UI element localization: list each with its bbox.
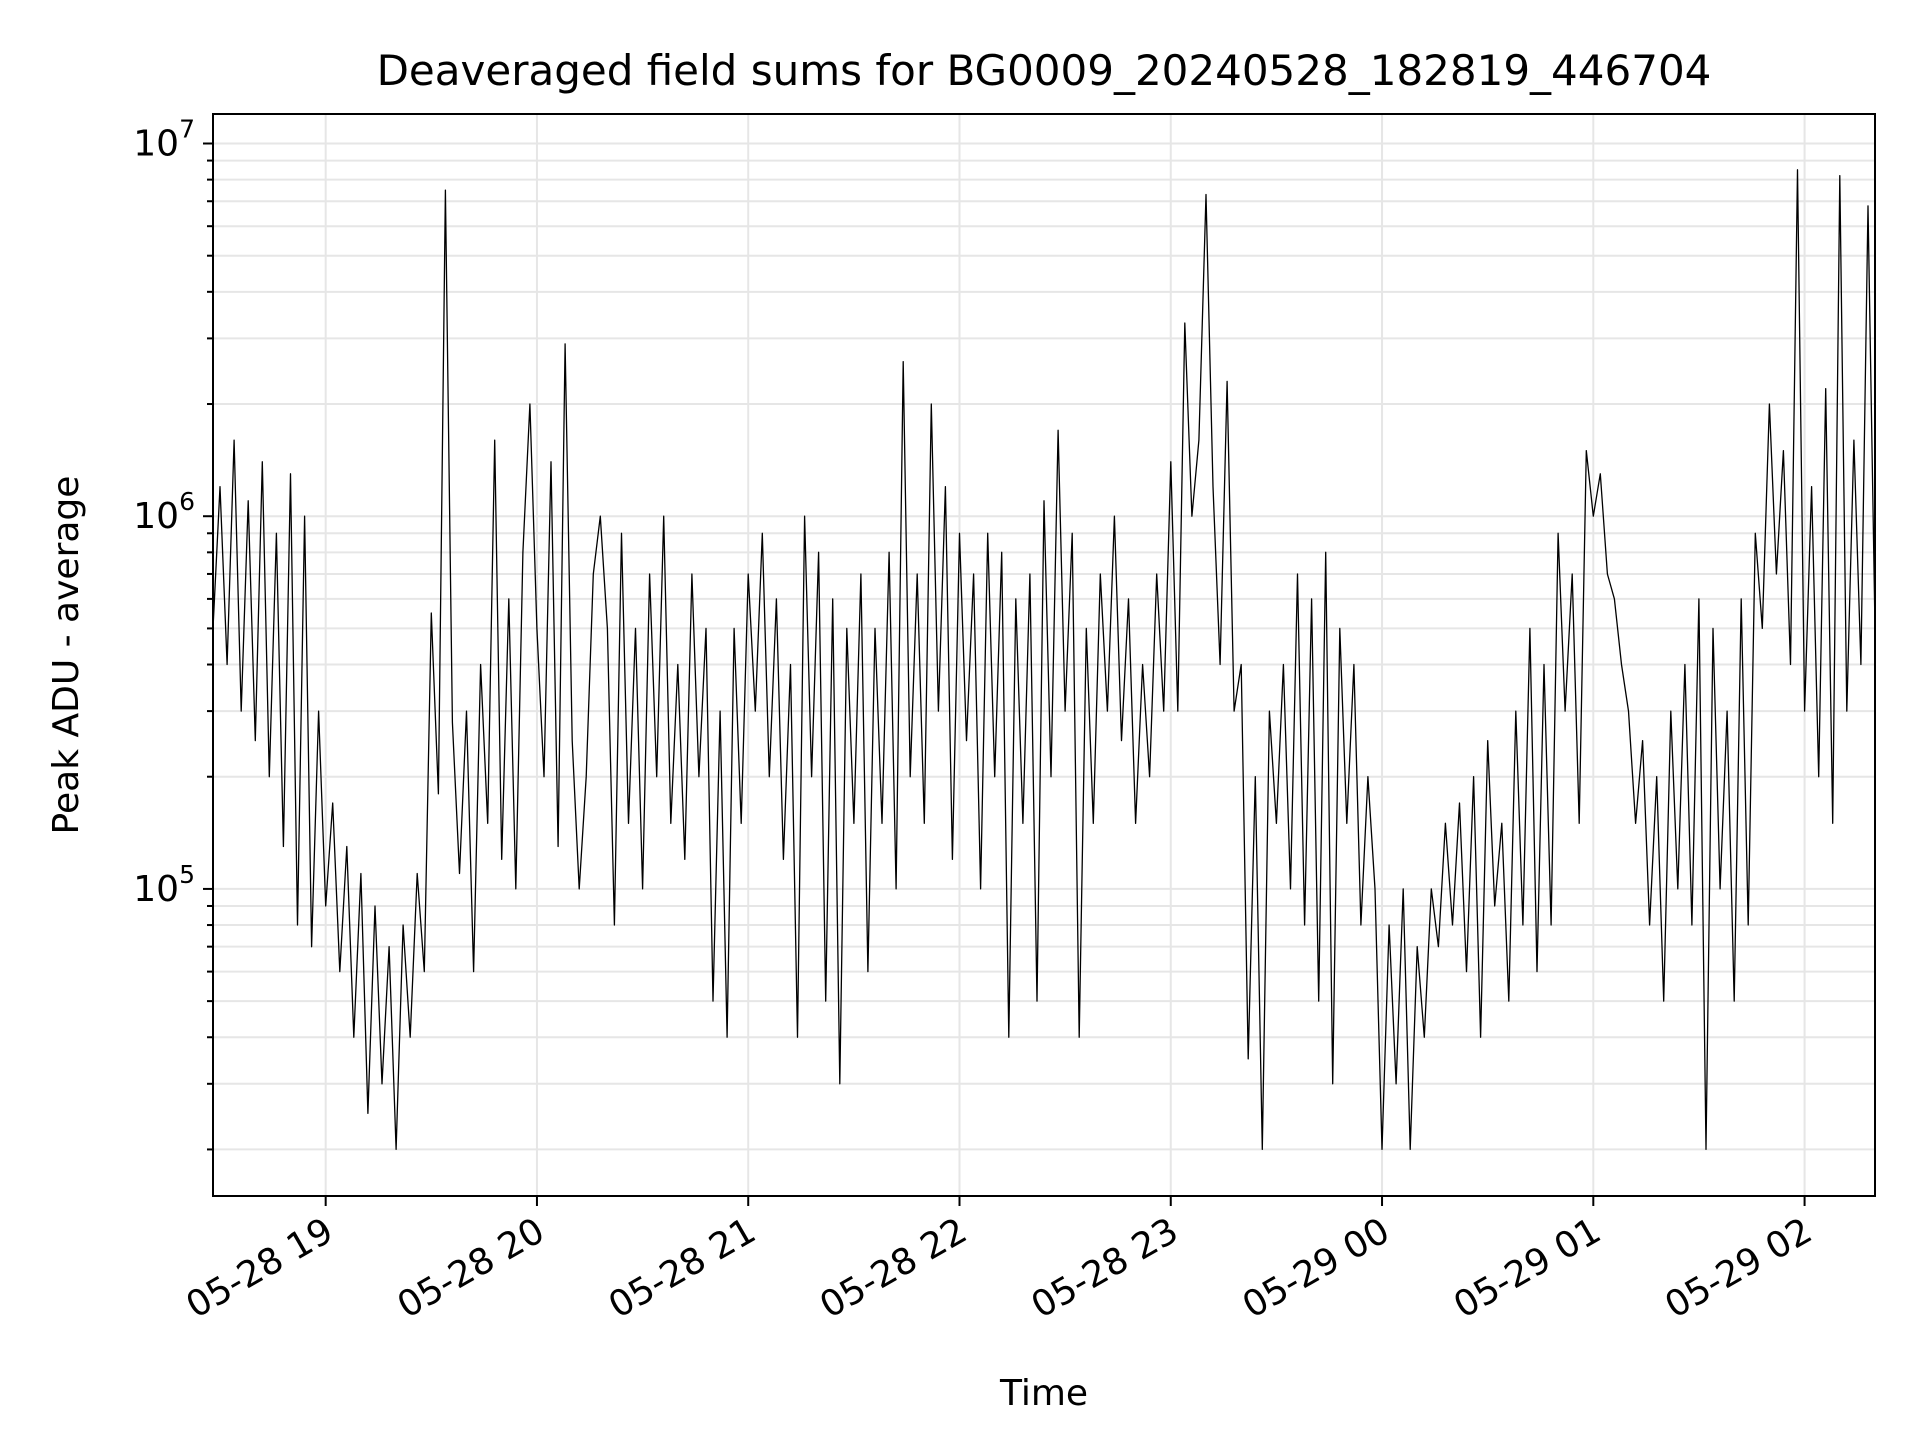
x-axis-label: Time: [999, 1373, 1088, 1414]
y-tick-label: 105: [133, 860, 195, 910]
y-tick-label: 107: [133, 115, 195, 165]
series: [212, 169, 1876, 1151]
y-tick-label: 106: [133, 487, 195, 537]
series-line: [212, 169, 1876, 1151]
y-axis-label: Peak ADU - average: [46, 476, 87, 835]
chart-title: Deaveraged field sums for BG0009_2024052…: [377, 46, 1712, 95]
y-tick-exponent: 7: [179, 115, 195, 144]
y-tick-base: 10: [133, 496, 179, 537]
y-tick-exponent: 6: [179, 487, 195, 516]
y-tick-exponent: 5: [179, 860, 195, 889]
plot-area-frame: [212, 113, 1876, 1197]
grid: [213, 114, 1875, 1196]
y-tick-base: 10: [133, 124, 179, 165]
y-tick-base: 10: [133, 869, 179, 910]
